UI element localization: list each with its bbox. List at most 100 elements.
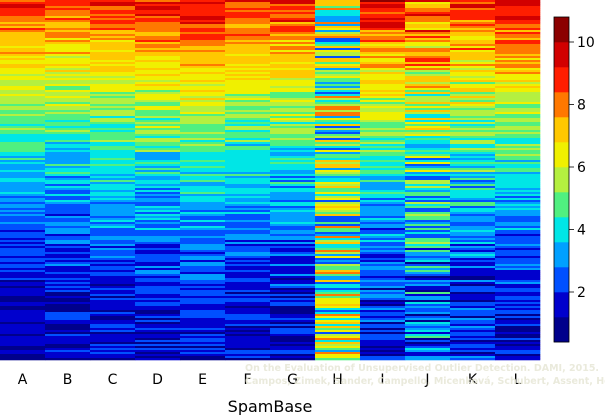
heatmap-cell bbox=[135, 342, 181, 345]
heatmap-cell bbox=[90, 134, 136, 137]
heatmap-cell bbox=[180, 274, 226, 277]
heatmap-cell bbox=[315, 4, 361, 7]
heatmap-cell bbox=[180, 96, 226, 99]
heatmap-cell bbox=[405, 80, 451, 83]
heatmap-cell bbox=[225, 188, 271, 191]
heatmap-cell bbox=[90, 22, 136, 25]
heatmap-cell bbox=[315, 348, 361, 351]
heatmap-cell bbox=[90, 216, 136, 219]
heatmap-cell bbox=[405, 82, 451, 85]
heatmap-cell bbox=[45, 184, 91, 187]
heatmap-cell bbox=[315, 156, 361, 159]
heatmap-cell bbox=[135, 144, 181, 147]
heatmap-cell bbox=[360, 18, 406, 21]
heatmap-cell bbox=[135, 352, 181, 355]
heatmap-cell bbox=[180, 226, 226, 229]
heatmap-cell bbox=[270, 190, 316, 193]
heatmap-cell bbox=[315, 108, 361, 111]
heatmap-cell bbox=[0, 248, 46, 251]
heatmap-cell bbox=[0, 120, 46, 123]
heatmap-cell bbox=[90, 166, 136, 169]
heatmap-cell bbox=[45, 266, 91, 269]
heatmap-cell bbox=[495, 44, 541, 47]
heatmap-cell bbox=[90, 298, 136, 301]
heatmap-cell bbox=[90, 276, 136, 279]
heatmap-cell bbox=[135, 264, 181, 267]
heatmap-cell bbox=[135, 266, 181, 269]
heatmap-cell bbox=[45, 142, 91, 145]
heatmap-cell bbox=[45, 324, 91, 327]
heatmap-cell bbox=[45, 190, 91, 193]
heatmap-cell bbox=[180, 346, 226, 349]
heatmap-cell bbox=[180, 10, 226, 13]
heatmap-cell bbox=[495, 196, 541, 199]
heatmap-cell bbox=[270, 86, 316, 89]
heatmap-cell bbox=[405, 164, 451, 167]
heatmap-cell bbox=[45, 88, 91, 91]
heatmap-cell bbox=[0, 134, 46, 137]
heatmap-cell bbox=[225, 144, 271, 147]
heatmap-cell bbox=[405, 248, 451, 251]
heatmap-cell bbox=[225, 298, 271, 301]
heatmap-cell bbox=[495, 192, 541, 195]
heatmap-cell bbox=[45, 128, 91, 131]
heatmap-cell bbox=[495, 206, 541, 209]
heatmap-cell bbox=[90, 268, 136, 271]
heatmap-cell bbox=[450, 214, 496, 217]
heatmap-cell bbox=[270, 316, 316, 319]
heatmap-cell bbox=[360, 322, 406, 325]
heatmap-cell bbox=[180, 358, 226, 361]
heatmap-cell bbox=[45, 144, 91, 147]
colorbar-segment bbox=[554, 317, 569, 343]
heatmap-cell bbox=[270, 220, 316, 223]
heatmap-cell bbox=[270, 202, 316, 205]
heatmap-cell bbox=[270, 94, 316, 97]
heatmap-cell bbox=[270, 356, 316, 359]
heatmap-cell bbox=[0, 270, 46, 273]
heatmap-cell bbox=[270, 30, 316, 33]
heatmap-cell bbox=[45, 358, 91, 361]
x-tick-label-a: A bbox=[18, 372, 28, 388]
heatmap-cell bbox=[135, 184, 181, 187]
heatmap-cell bbox=[315, 338, 361, 341]
heatmap-cell bbox=[90, 150, 136, 153]
heatmap-cell bbox=[225, 204, 271, 207]
heatmap-cell bbox=[225, 6, 271, 9]
heatmap-cell bbox=[180, 300, 226, 303]
heatmap-cell bbox=[495, 124, 541, 127]
heatmap-cell bbox=[270, 258, 316, 261]
heatmap-cell bbox=[270, 232, 316, 235]
heatmap-cell bbox=[270, 192, 316, 195]
heatmap-cell bbox=[45, 200, 91, 203]
heatmap-cell bbox=[450, 310, 496, 313]
heatmap-cell bbox=[45, 94, 91, 97]
heatmap-cell bbox=[360, 66, 406, 69]
heatmap-cell bbox=[360, 126, 406, 129]
heatmap-cell bbox=[0, 130, 46, 133]
heatmap-cell bbox=[270, 324, 316, 327]
heatmap-cell bbox=[0, 204, 46, 207]
heatmap-cell bbox=[225, 58, 271, 61]
heatmap-cell bbox=[405, 26, 451, 29]
heatmap-cell bbox=[360, 210, 406, 213]
heatmap-cell bbox=[450, 0, 496, 3]
heatmap-cell bbox=[225, 16, 271, 19]
heatmap-cell bbox=[180, 56, 226, 59]
heatmap-cell bbox=[450, 298, 496, 301]
heatmap-cell bbox=[90, 214, 136, 217]
heatmap-cell bbox=[180, 168, 226, 171]
heatmap-cell bbox=[495, 344, 541, 347]
heatmap-cell bbox=[180, 324, 226, 327]
heatmap-cell bbox=[360, 216, 406, 219]
heatmap-cell bbox=[45, 146, 91, 149]
heatmap-cell bbox=[90, 308, 136, 311]
heatmap-cell bbox=[495, 244, 541, 247]
heatmap-cell bbox=[315, 86, 361, 89]
heatmap-cell bbox=[450, 232, 496, 235]
heatmap-cell bbox=[135, 98, 181, 101]
heatmap-cell bbox=[450, 70, 496, 73]
heatmap-cell bbox=[495, 204, 541, 207]
heatmap-cell bbox=[315, 254, 361, 257]
heatmap-cell bbox=[0, 346, 46, 349]
heatmap-cell bbox=[405, 128, 451, 131]
